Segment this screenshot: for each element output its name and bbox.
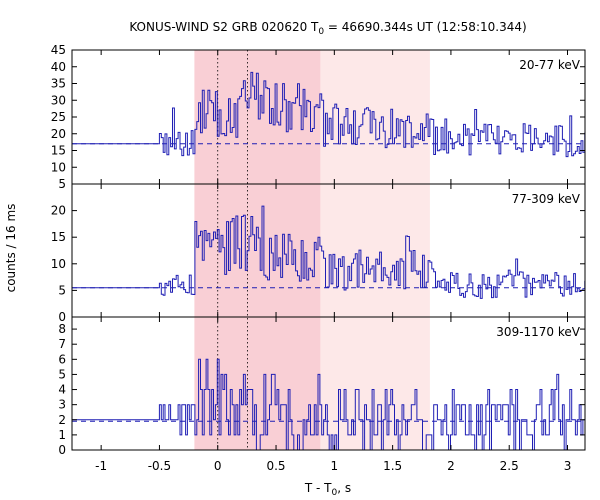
x-tick-label-1: -0.5 bbox=[148, 459, 171, 473]
x-tick-label-6: 2 bbox=[447, 459, 455, 473]
y-tick-label-0-2: 15 bbox=[51, 144, 66, 158]
x-tick-label-8: 3 bbox=[564, 459, 572, 473]
y-tick-label-0-4: 25 bbox=[51, 110, 66, 124]
panel-label-1: 77-309 keV bbox=[512, 192, 581, 206]
x-tick-label-4: 1 bbox=[331, 459, 339, 473]
y-tick-label-2-3: 3 bbox=[58, 398, 66, 412]
panel-label-2: 309-1170 keV bbox=[496, 325, 580, 339]
panel-frame-2 bbox=[71, 316, 586, 451]
y-tick-label-1-1: 5 bbox=[58, 283, 66, 297]
lightcurve-2 bbox=[72, 358, 585, 451]
y-tick-label-1-4: 20 bbox=[51, 204, 66, 218]
y-tick-label-0-6: 35 bbox=[51, 77, 66, 91]
y-tick-label-0-3: 20 bbox=[51, 127, 66, 141]
y-tick-label-2-4: 4 bbox=[58, 383, 66, 397]
x-tick-label-3: 0.5 bbox=[266, 459, 285, 473]
shaded-intervals bbox=[194, 50, 430, 450]
y-tick-label-1-0: 0 bbox=[58, 310, 66, 324]
y-tick-label-0-1: 10 bbox=[51, 160, 66, 174]
y-tick-label-0-8: 45 bbox=[51, 43, 66, 57]
y-tick-label-0-0: 5 bbox=[58, 177, 66, 191]
y-tick-label-1-3: 15 bbox=[51, 230, 66, 244]
data-series bbox=[72, 71, 586, 451]
y-tick-label-2-7: 7 bbox=[58, 337, 66, 351]
lightcurve-1 bbox=[72, 205, 586, 299]
y-tick-label-2-1: 1 bbox=[58, 428, 66, 442]
y-tick-label-0-5: 30 bbox=[51, 93, 66, 107]
y-tick-label-2-6: 6 bbox=[58, 352, 66, 366]
lightcurve-0 bbox=[72, 71, 586, 158]
x-tick-label-5: 1.5 bbox=[383, 459, 402, 473]
x-tick-label-0: -1 bbox=[95, 459, 107, 473]
x-axis-label: T - T0, s bbox=[304, 481, 351, 498]
y-tick-label-2-5: 5 bbox=[58, 367, 66, 381]
panel-label-0: 20-77 keV bbox=[519, 58, 581, 72]
y-tick-label-2-0: 0 bbox=[58, 443, 66, 457]
x-tick-label-7: 2.5 bbox=[500, 459, 519, 473]
y-tick-label-0-7: 40 bbox=[51, 60, 66, 74]
chart-title: KONUS-WIND S2 GRB 020620 T0 = 46690.344s… bbox=[129, 20, 526, 37]
y-axis-label: counts / 16 ms bbox=[4, 204, 18, 293]
y-tick-label-1-2: 10 bbox=[51, 257, 66, 271]
y-tick-label-2-8: 8 bbox=[58, 322, 66, 336]
x-tick-label-2: 0 bbox=[214, 459, 222, 473]
y-tick-label-2-2: 2 bbox=[58, 413, 66, 427]
